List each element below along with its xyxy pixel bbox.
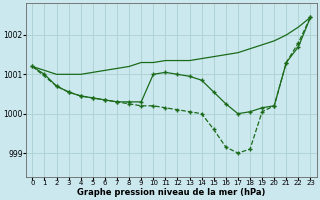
X-axis label: Graphe pression niveau de la mer (hPa): Graphe pression niveau de la mer (hPa) bbox=[77, 188, 266, 197]
